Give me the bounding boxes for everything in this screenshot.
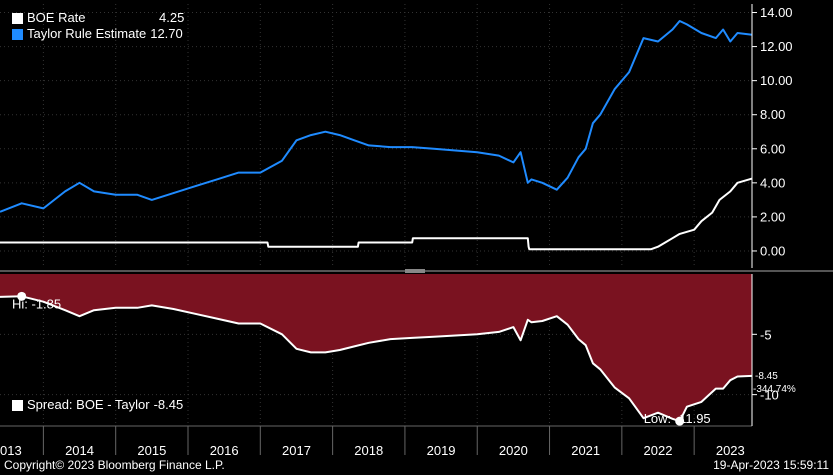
grid-top xyxy=(0,4,752,268)
panel-divider-handle[interactable] xyxy=(405,269,425,273)
x-tick-label: 2018 xyxy=(354,443,383,458)
legend-bottom: Spread: BOE - Taylor -8.45 xyxy=(12,397,183,413)
legend-value-boe-rate: 4.25 xyxy=(159,10,185,25)
hi-label: Hi: -1.85 xyxy=(12,296,61,311)
y-tick-label-top: 8.00 xyxy=(760,107,785,122)
legend-label-spread: Spread: BOE - Taylor xyxy=(27,397,150,412)
x-tick-label: 2014 xyxy=(65,443,94,458)
legend-label-taylor: Taylor Rule Estimate xyxy=(27,26,147,41)
spread-line xyxy=(0,295,753,423)
last-value-box xyxy=(754,367,790,381)
legend-swatch-taylor xyxy=(12,28,23,40)
y-tick-label-top: 4.00 xyxy=(760,175,785,190)
low-label: Low: -11.95 xyxy=(644,411,711,426)
y-tick-label-top: 14.00 xyxy=(760,5,793,20)
timestamp-text: 19-Apr-2023 15:59:11 xyxy=(713,458,829,472)
legend-label-boe-rate: BOE Rate xyxy=(27,10,86,25)
x-tick-label: 2022 xyxy=(644,443,673,458)
y-tick-label-bottom: -5 xyxy=(760,327,772,342)
x-tick-label: 2019 xyxy=(427,443,456,458)
legend-value-taylor: 12.70 xyxy=(150,26,183,41)
series-layer xyxy=(0,20,753,423)
x-tick-label: 2016 xyxy=(210,443,239,458)
x-tick-label: 2020 xyxy=(499,443,528,458)
y-tick-label-top: 10.00 xyxy=(760,73,793,88)
legend-top: BOE Rate 4.25 Taylor Rule Estimate 12.70 xyxy=(12,10,185,42)
y-tick-label-top: 2.00 xyxy=(760,209,785,224)
taylor-rule-estimate-line xyxy=(0,20,753,213)
legend-swatch-boe-rate xyxy=(12,12,23,24)
legend-item-taylor: Taylor Rule Estimate 12.70 xyxy=(12,26,183,42)
copyright-text: Copyright© 2023 Bloomberg Finance L.P. xyxy=(4,458,225,472)
x-tick-label: 2021 xyxy=(571,443,600,458)
last-value-label: -8.45 xyxy=(755,371,778,382)
y-tick-label-top: 0.00 xyxy=(760,243,785,258)
low-marker xyxy=(675,416,685,426)
hi-marker xyxy=(17,291,27,301)
y-tick-label-top: 6.00 xyxy=(760,141,785,156)
boe-rate-line xyxy=(0,177,753,251)
legend-value-spread: -8.45 xyxy=(153,397,184,412)
y-tick-label-top: 12.00 xyxy=(760,39,793,54)
x-tick-label: 2023 xyxy=(716,443,745,458)
axis-layer: 2013 2014 2015 2016 2017 2018 2019 2020 2021 2022… xyxy=(0,4,796,458)
legend-swatch-spread xyxy=(12,399,23,411)
legend-item-boe-rate: BOE Rate 4.25 xyxy=(12,10,185,26)
y-tick-label-bottom: -10 xyxy=(760,388,779,403)
x-tick-label: 2017 xyxy=(282,443,311,458)
spread-area xyxy=(0,274,752,422)
x-tick-label: 2015 xyxy=(137,443,166,458)
x-tick-label: 2013 xyxy=(0,443,22,458)
last-pct-label: -344.74% xyxy=(753,384,796,395)
